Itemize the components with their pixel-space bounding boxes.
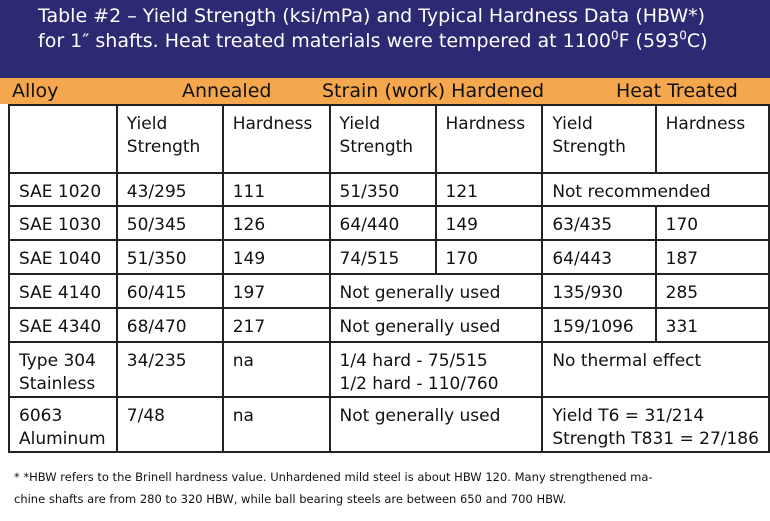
title-line-1: Table #2 – Yield Strength (ksi/mPa) and … xyxy=(38,4,770,29)
category-annealed: Annealed xyxy=(182,80,272,102)
table-row: SAE 1040 51/350 149 74/515 170 64/443 187 xyxy=(8,239,770,275)
annealed-hardness-cell: 149 xyxy=(221,239,331,275)
strain-hardness-cell: 170 xyxy=(434,239,544,275)
table-row: SAE 1020 43/295 111 51/350 121 Not recommende… xyxy=(8,172,770,207)
strain-hardness-cell: 149 xyxy=(434,205,544,241)
alloy-cell: SAE 1040 xyxy=(8,239,118,275)
heat-yield-cell: 63/435 xyxy=(541,205,657,241)
footnote: * *HBW refers to the Brinell hardness va… xyxy=(0,461,770,521)
strain-yield-cell: 74/515 xyxy=(328,239,437,275)
table-title: Table #2 – Yield Strength (ksi/mPa) and … xyxy=(0,0,770,78)
degree-sign-f: 0 xyxy=(610,28,619,43)
footnote-line-2: chine shafts are from 280 to 320 HBW, wh… xyxy=(14,492,567,506)
strain-hardened-merged-cell: 1/4 hard - 75/515 1/2 hard - 110/760 xyxy=(328,341,544,398)
alloy-cell: SAE 4140 xyxy=(8,273,118,309)
table-row: 6063 Aluminum 7/48 na Not generally used Yiel… xyxy=(8,396,770,453)
annealed-hardness-cell: 217 xyxy=(221,307,331,343)
heat-hardness-cell: 187 xyxy=(654,239,770,275)
alloy-cell: 6063 Aluminum xyxy=(8,396,118,453)
strain-hardened-merged-cell: Not generally used xyxy=(328,273,544,309)
header-strain-yield: Yield Strength xyxy=(328,104,437,174)
annealed-yield-cell: 51/350 xyxy=(115,239,224,275)
heat-hardness-cell: 331 xyxy=(654,307,770,343)
annealed-yield-cell: 34/235 xyxy=(115,341,224,398)
annealed-yield-cell: 50/345 xyxy=(115,205,224,241)
annealed-hardness-cell: 111 xyxy=(221,172,331,207)
category-strain-hardened: Strain (work) Hardened xyxy=(322,80,545,102)
annealed-hardness-cell: 197 xyxy=(221,273,331,309)
heat-yield-cell: 159/1096 xyxy=(541,307,657,343)
heat-treated-merged-cell: Yield T6 = 31/214 Strength T831 = 27/186 xyxy=(541,396,770,453)
heat-yield-cell: 135/930 xyxy=(541,273,657,309)
header-strain-hardness: Hardness xyxy=(434,104,544,174)
heat-hardness-cell: 170 xyxy=(654,205,770,241)
title-line-2: for 1″ shafts. Heat treated materials we… xyxy=(38,29,770,54)
annealed-hardness-cell: na xyxy=(221,341,331,398)
category-heat-treated: Heat Treated xyxy=(616,80,738,102)
alloy-cell: SAE 1030 xyxy=(8,205,118,241)
strain-yield-cell: 64/440 xyxy=(328,205,437,241)
alloy-cell: SAE 4340 xyxy=(8,307,118,343)
title-line-2-celsius: C) xyxy=(686,30,708,52)
strain-hardness-cell: 121 xyxy=(434,172,544,207)
annealed-yield-cell: 7/48 xyxy=(115,396,224,453)
heat-yield-cell: 64/443 xyxy=(541,239,657,275)
alloy-cell: SAE 1020 xyxy=(8,172,118,207)
footnote-line-1: * *HBW refers to the Brinell hardness va… xyxy=(14,470,653,484)
annealed-yield-cell: 60/415 xyxy=(115,273,224,309)
alloy-cell: Type 304 Stainless xyxy=(8,341,118,398)
header-annealed-yield: Yield Strength xyxy=(115,104,224,174)
annealed-yield-cell: 68/470 xyxy=(115,307,224,343)
header-heat-yield: Yield Strength xyxy=(541,104,657,174)
table-row: Type 304 Stainless 34/235 na 1/4 hard - 75/5… xyxy=(8,341,770,398)
annealed-hardness-cell: na xyxy=(221,396,331,453)
strain-hardened-merged-cell: Not generally used xyxy=(328,396,544,453)
header-heat-hardness: Hardness xyxy=(654,104,770,174)
category-alloy: Alloy xyxy=(12,80,59,102)
heat-treated-merged-cell: Not recommended xyxy=(541,172,770,207)
title-line-2-text: for 1″ shafts. Heat treated materials we… xyxy=(38,30,611,52)
annealed-hardness-cell: 126 xyxy=(221,205,331,241)
title-line-1-text: Table #2 – Yield Strength (ksi/mPa) and … xyxy=(38,5,706,27)
properties-table: Yield Strength Hardness Yield Strength Har… xyxy=(8,104,770,453)
category-header-bar: Alloy Annealed Strain (work) Hardened He… xyxy=(0,78,770,104)
column-header-row: Yield Strength Hardness Yield Strength Har… xyxy=(8,104,770,174)
table-row: SAE 1030 50/345 126 64/440 149 63/435 170 xyxy=(8,205,770,241)
strain-hardened-merged-cell: Not generally used xyxy=(328,307,544,343)
heat-hardness-cell: 285 xyxy=(654,273,770,309)
header-annealed-hardness: Hardness xyxy=(221,104,331,174)
heat-treated-merged-cell: No thermal effect xyxy=(541,341,770,398)
degree-sign-c: 0 xyxy=(679,28,687,43)
header-blank-cell xyxy=(8,104,118,174)
title-line-2-fahrenheit: F (593 xyxy=(618,30,680,52)
table-row: SAE 4340 68/470 217 Not generally used 159/1… xyxy=(8,307,770,343)
strain-yield-cell: 51/350 xyxy=(328,172,437,207)
table-row: SAE 4140 60/415 197 Not generally used 135/9… xyxy=(8,273,770,309)
annealed-yield-cell: 43/295 xyxy=(115,172,224,207)
